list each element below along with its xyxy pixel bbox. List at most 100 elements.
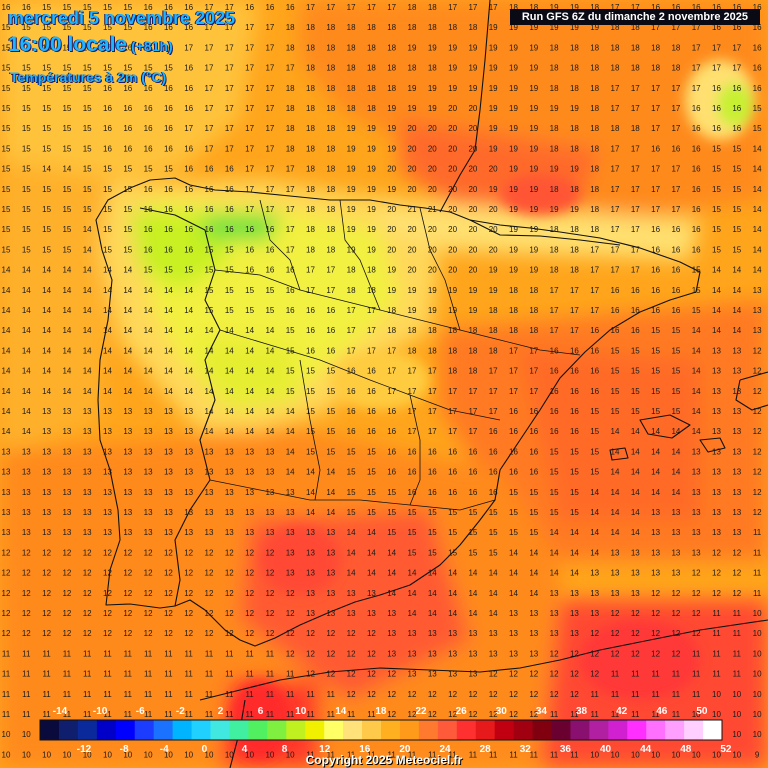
grid-value: 15 — [103, 165, 112, 174]
grid-value: 12 — [529, 710, 538, 719]
grid-value: 13 — [732, 427, 741, 436]
grid-value: 13 — [428, 649, 437, 658]
grid-value: 13 — [712, 407, 721, 416]
grid-value: 12 — [123, 629, 132, 638]
grid-value: 14 — [144, 326, 153, 335]
grid-value: 12 — [245, 569, 254, 578]
grid-value: 15 — [62, 3, 71, 12]
grid-value: 20 — [408, 185, 417, 194]
grid-value: 18 — [286, 43, 295, 52]
grid-value: 18 — [570, 124, 579, 133]
grid-value: 16 — [570, 367, 579, 376]
grid-value: 17 — [468, 407, 477, 416]
grid-value: 15 — [22, 43, 31, 52]
grid-value: 11 — [63, 710, 72, 719]
grid-value: 14 — [62, 326, 71, 335]
colorbar-swatch — [570, 720, 590, 740]
grid-value: 20 — [387, 225, 396, 234]
grid-value: 15 — [22, 23, 31, 32]
grid-value: 11 — [225, 670, 234, 679]
grid-value: 17 — [611, 84, 620, 93]
grid-value: 12 — [2, 569, 11, 578]
grid-value: 16 — [164, 144, 173, 153]
colorbar-bottom-label: 52 — [720, 744, 732, 755]
grid-value: 19 — [509, 104, 518, 113]
grid-value: 19 — [367, 124, 376, 133]
grid-value: 17 — [245, 185, 254, 194]
grid-value: 13 — [326, 569, 335, 578]
grid-value: 15 — [164, 266, 173, 275]
grid-value: 14 — [509, 589, 518, 598]
grid-value: 15 — [2, 225, 11, 234]
grid-value: 13 — [103, 508, 112, 517]
grid-value: 16 — [489, 447, 498, 456]
grid-value: 16 — [570, 427, 579, 436]
grid-value: 13 — [428, 670, 437, 679]
grid-value: 17 — [367, 306, 376, 315]
grid-value: 18 — [611, 124, 620, 133]
grid-value: 12 — [732, 589, 741, 598]
grid-value: 19 — [529, 64, 538, 73]
grid-value: 18 — [306, 84, 315, 93]
grid-value: 12 — [62, 569, 71, 578]
grid-value: 12 — [712, 548, 721, 557]
grid-value: 16 — [205, 165, 214, 174]
grid-value: 11 — [286, 690, 295, 699]
grid-value: 16 — [286, 306, 295, 315]
grid-value: 13 — [529, 649, 538, 658]
grid-value: 15 — [651, 326, 660, 335]
grid-value: 16 — [712, 104, 721, 113]
grid-value: 15 — [42, 84, 51, 93]
grid-value: 14 — [753, 225, 762, 234]
grid-value: 15 — [42, 43, 51, 52]
grid-value: 16 — [692, 225, 701, 234]
grid-value: 14 — [753, 205, 762, 214]
grid-value: 13 — [225, 447, 234, 456]
grid-value: 16 — [692, 205, 701, 214]
grid-value: 15 — [428, 528, 437, 537]
grid-value: 13 — [184, 488, 193, 497]
grid-value: 14 — [225, 387, 234, 396]
grid-value: 14 — [732, 266, 741, 275]
grid-value: 19 — [509, 165, 518, 174]
grid-value: 16 — [164, 43, 173, 52]
grid-value: 14 — [753, 266, 762, 275]
grid-value: 13 — [651, 569, 660, 578]
colorbar-swatch — [399, 720, 420, 740]
grid-value: 18 — [326, 64, 335, 73]
grid-value: 17 — [671, 84, 680, 93]
grid-value: 18 — [590, 144, 599, 153]
grid-value: 19 — [529, 124, 538, 133]
grid-value: 17 — [387, 387, 396, 396]
grid-value: 12 — [611, 609, 620, 618]
grid-value: 14 — [590, 508, 599, 517]
grid-value: 13 — [590, 609, 599, 618]
colorbar-top-label: 2 — [218, 706, 224, 717]
grid-value: 12 — [692, 629, 701, 638]
grid-value: 15 — [326, 427, 335, 436]
colorbar-swatch — [210, 720, 230, 740]
grid-value: 18 — [387, 306, 396, 315]
grid-value: 18 — [326, 84, 335, 93]
grid-value: 14 — [83, 286, 92, 295]
grid-value: 19 — [509, 144, 518, 153]
grid-value: 16 — [184, 165, 193, 174]
grid-value: 13 — [590, 569, 599, 578]
grid-value: 13 — [286, 508, 295, 517]
grid-value: 18 — [570, 144, 579, 153]
grid-value: 13 — [671, 508, 680, 517]
grid-value: 11 — [124, 670, 133, 679]
grid-value: 17 — [671, 23, 680, 32]
grid-value: 16 — [245, 225, 254, 234]
grid-value: 17 — [671, 165, 680, 174]
grid-value: 13 — [225, 488, 234, 497]
grid-value: 14 — [489, 589, 498, 598]
grid-value: 18 — [611, 64, 620, 73]
grid-value: 17 — [448, 387, 457, 396]
grid-value: 17 — [712, 64, 721, 73]
grid-value: 16 — [489, 427, 498, 436]
grid-value: 18 — [306, 185, 315, 194]
grid-value: 10 — [205, 750, 214, 759]
